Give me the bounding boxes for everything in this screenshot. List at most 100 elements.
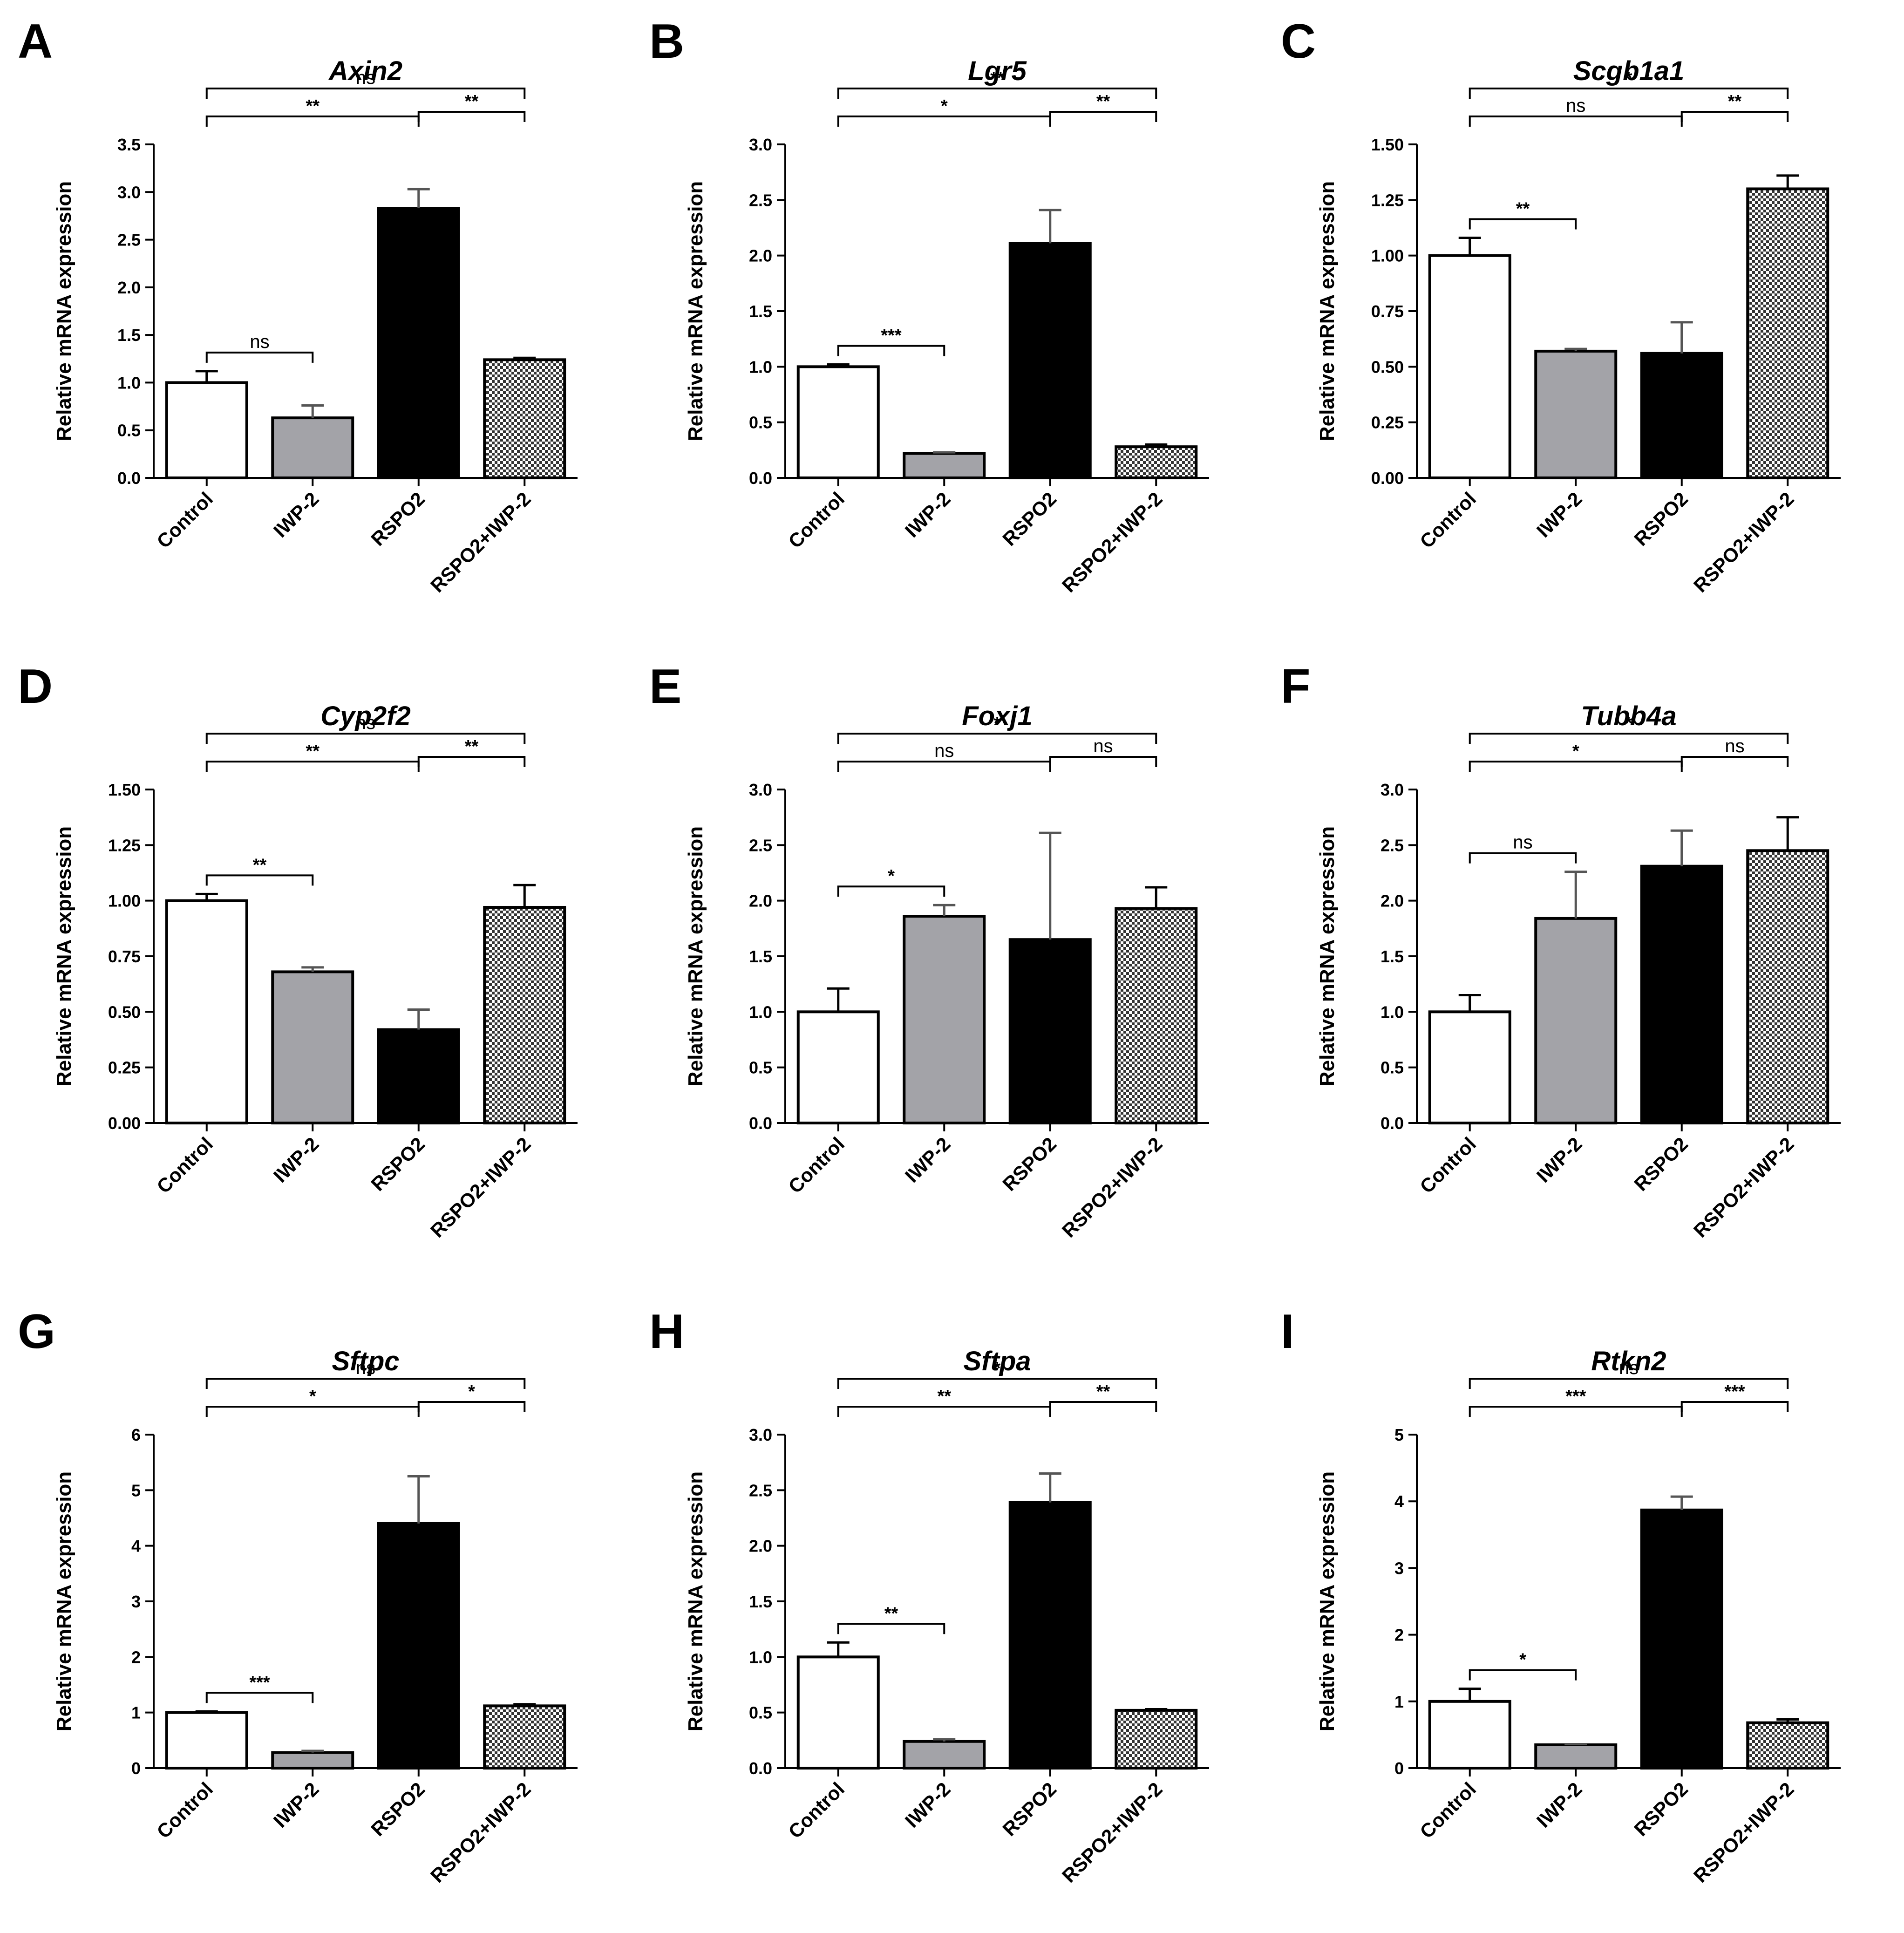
chart-title: Scgb1a1 xyxy=(1573,56,1685,86)
significance-bracket: ** xyxy=(837,1387,1051,1417)
category-label: Control xyxy=(784,1778,849,1843)
chart-title: Cyp2f2 xyxy=(320,701,410,731)
chart-title: Lgr5 xyxy=(968,56,1027,86)
y-axis-label: Relative mRNA expression xyxy=(53,181,75,441)
category-label: RSPO2 xyxy=(998,1133,1061,1195)
bar-rspo2-iwp-2 xyxy=(483,358,566,479)
bar-control xyxy=(796,365,880,479)
y-tick-label: 1.5 xyxy=(749,947,772,966)
bar-iwp-2 xyxy=(271,1751,354,1770)
category-label: RSPO2 xyxy=(367,488,429,550)
panel-letter: D xyxy=(18,660,53,714)
chart-title: Tubb4a xyxy=(1581,701,1676,731)
bracket-line xyxy=(837,1406,1051,1417)
significance-label: ns xyxy=(1513,832,1532,853)
bar-rspo2-iwp-2 xyxy=(1746,849,1829,1124)
chart-panel-b: B Lgr5 Relative mRNA expression 0.0 0.5 1.0 1.… xyxy=(632,0,1266,643)
category-label: Control xyxy=(152,1133,217,1198)
chart-title: Sftpa xyxy=(964,1346,1031,1376)
significance-label: ns xyxy=(356,1358,375,1378)
significance-bracket: ns xyxy=(205,713,526,744)
bar-rspo2 xyxy=(1008,938,1092,1124)
category-label: Control xyxy=(1415,488,1480,552)
significance-label: ** xyxy=(990,68,1004,88)
bracket-line xyxy=(1469,116,1683,127)
chart-title: Sftpc xyxy=(332,1346,400,1376)
bracket-line xyxy=(205,874,314,886)
category-label: IWP-2 xyxy=(269,1133,323,1187)
significance-label: *** xyxy=(249,1673,270,1692)
significance-bracket: *** xyxy=(1680,1382,1789,1412)
category-label: Control xyxy=(152,1778,217,1843)
y-tick-label: 2.5 xyxy=(117,231,141,250)
bracket-line xyxy=(205,1406,420,1417)
bracket-line xyxy=(205,351,314,363)
y-tick-label: 1.5 xyxy=(1380,947,1404,966)
significance-bracket: ** xyxy=(1049,92,1157,122)
chart-title: Foxj1 xyxy=(962,701,1033,731)
significance-bracket: ns xyxy=(1469,1358,1789,1389)
significance-bracket: ** xyxy=(205,855,314,886)
y-tick-label: 0.0 xyxy=(749,1759,772,1778)
y-tick-label: 3 xyxy=(131,1592,141,1611)
bar-rspo2 xyxy=(377,207,460,479)
y-tick-label: 1.25 xyxy=(108,836,141,855)
y-tick-label: 1 xyxy=(131,1703,141,1722)
y-tick-label: 2 xyxy=(131,1647,141,1667)
bar-rspo2 xyxy=(1640,352,1723,480)
significance-label: * xyxy=(1625,714,1632,733)
significance-label: ns xyxy=(934,741,954,761)
significance-label: ** xyxy=(1096,1382,1110,1402)
y-tick-label: 0.5 xyxy=(749,413,772,432)
chart-panel-a: A Axin2 Relative mRNA expression 0.0 0.5 1.0 1… xyxy=(0,0,634,643)
y-tick-label: 0.0 xyxy=(1380,1114,1404,1133)
chart-svg-c: C Scgb1a1 Relative mRNA expression 0.00 0.25… xyxy=(1281,14,1841,597)
bar-control xyxy=(165,1711,248,1770)
bar-rspo2 xyxy=(377,1028,460,1125)
significance-bracket: ns xyxy=(205,1358,526,1389)
chart-svg-f: F Tubb4a Relative mRNA expression 0.0 0.5 1.0… xyxy=(1281,660,1841,1242)
bar-control xyxy=(796,1655,880,1770)
chart-panel-g: G Sftpc Relative mRNA expression 0 1 2 3 4 5 6 Con… xyxy=(0,1290,634,1933)
bracket-line xyxy=(837,761,1051,772)
bar-rspo2-iwp-2 xyxy=(1115,1708,1198,1770)
chart-svg-e: E Foxj1 Relative mRNA expression 0.0 0.5 1.0 1… xyxy=(649,660,1209,1242)
significance-label: ** xyxy=(253,855,267,875)
y-tick-label: 2.0 xyxy=(1380,892,1404,911)
y-tick-label: 4 xyxy=(1394,1492,1404,1511)
chart-panel-c: C Scgb1a1 Relative mRNA expression 0.00 0.25… xyxy=(1263,0,1897,643)
panel-letter: C xyxy=(1281,14,1316,68)
y-tick-label: 0.0 xyxy=(117,469,141,488)
chart-svg-b: B Lgr5 Relative mRNA expression 0.0 0.5 1.0 1.… xyxy=(649,14,1209,597)
bracket-line xyxy=(417,1401,526,1412)
significance-label: ns xyxy=(356,68,375,88)
y-tick-label: 0.25 xyxy=(1371,413,1404,432)
category-label: RSPO2 xyxy=(1630,1133,1692,1195)
bracket-line xyxy=(1680,1401,1789,1412)
category-label: Control xyxy=(784,1133,849,1198)
category-label: RSPO2 xyxy=(1630,1778,1692,1840)
significance-label: * xyxy=(941,96,948,116)
bracket-line xyxy=(1469,1669,1577,1681)
bar-iwp-2 xyxy=(271,970,354,1124)
bracket-line xyxy=(205,88,526,99)
panel-letter: H xyxy=(649,1305,684,1359)
significance-bracket: * xyxy=(205,1387,420,1417)
y-axis-label: Relative mRNA expression xyxy=(53,826,75,1086)
bracket-line xyxy=(417,756,526,767)
significance-label: ** xyxy=(884,1604,898,1623)
significance-label: ns xyxy=(1093,736,1113,756)
y-tick-label: 1.0 xyxy=(749,1002,772,1021)
chart-svg-d: D Cyp2f2 Relative mRNA expression 0.00 0.25 0… xyxy=(18,660,578,1242)
category-label: IWP-2 xyxy=(1532,488,1586,542)
y-axis-label: Relative mRNA expression xyxy=(53,1471,75,1731)
significance-bracket: * xyxy=(1469,742,1683,772)
y-axis-label: Relative mRNA expression xyxy=(1316,1471,1339,1731)
significance-label: * xyxy=(1519,1650,1526,1670)
significance-bracket: * xyxy=(837,714,1157,744)
significance-bracket: ** xyxy=(417,92,526,122)
bracket-line xyxy=(1049,1401,1157,1412)
bar-iwp-2 xyxy=(903,452,986,480)
panel-letter: A xyxy=(18,14,53,68)
y-axis-label: Relative mRNA expression xyxy=(1316,181,1339,441)
